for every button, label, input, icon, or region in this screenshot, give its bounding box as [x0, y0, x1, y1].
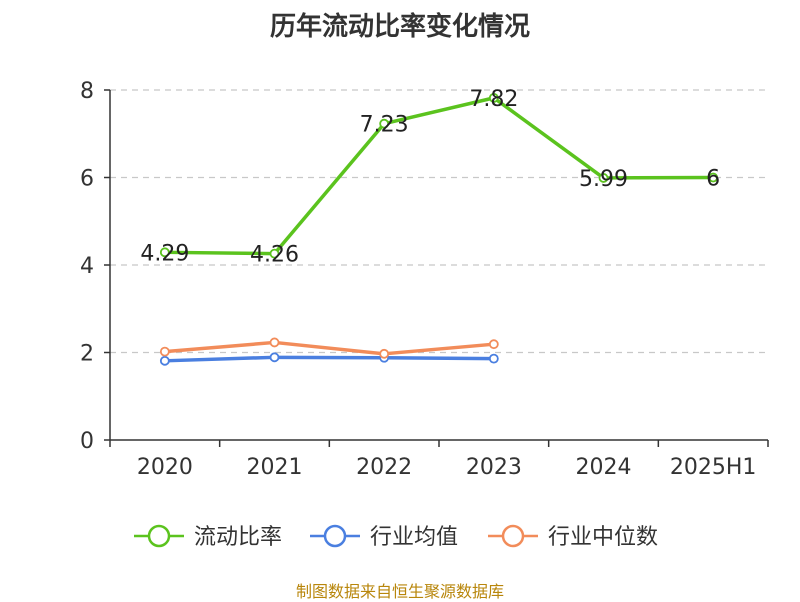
y-tick-label: 2: [80, 342, 94, 367]
x-tick-label: 2025H1: [670, 455, 757, 480]
data-point: [488, 353, 499, 364]
data-point: [379, 348, 390, 359]
x-tick-label: 2021: [247, 455, 303, 480]
data-point: [488, 339, 499, 350]
data-point: [269, 248, 280, 259]
data-label: 7.23: [360, 113, 409, 138]
data-point: [159, 247, 170, 258]
legend-marker-icon: [323, 524, 347, 548]
x-tick-label: 2024: [576, 455, 632, 480]
data-label: 6: [706, 167, 720, 192]
series-line: [164, 340, 494, 356]
data-label: 4.29: [140, 241, 189, 266]
legend-item: 行业均值: [310, 524, 458, 550]
x-tick-label: 2023: [466, 455, 522, 480]
x-tick-label: 2020: [137, 455, 193, 480]
legend-label: 行业均值: [370, 525, 458, 550]
legend-marker-icon: [501, 524, 525, 548]
legend-item: 行业中位数: [488, 524, 658, 550]
data-point: [488, 92, 499, 103]
data-point: [379, 118, 390, 129]
data-point: [269, 337, 280, 348]
data-point: [598, 173, 609, 183]
y-tick-label: 0: [80, 429, 94, 454]
legend-label: 流动比率: [194, 525, 282, 550]
data-point: [159, 346, 170, 357]
source-note: 制图数据来自恒生聚源数据库: [295, 582, 504, 601]
data-point: [159, 355, 170, 366]
data-point: [708, 172, 719, 183]
legend-marker-icon: [147, 524, 171, 548]
y-tick-label: 6: [80, 167, 94, 192]
legend-label: 行业中位数: [548, 525, 658, 550]
data-label: 5.99: [579, 167, 628, 192]
y-tick-label: 8: [80, 79, 94, 104]
data-label: 7.82: [469, 87, 518, 112]
data-point: [269, 352, 280, 363]
series-line: [164, 355, 494, 363]
legend-item: 流动比率: [134, 524, 282, 550]
chart-title: 历年流动比率变化情况: [269, 12, 530, 42]
y-tick-label: 4: [80, 254, 94, 279]
data-label: 4.26: [250, 243, 299, 268]
series-line: [164, 96, 714, 256]
x-tick-label: 2022: [356, 455, 412, 480]
